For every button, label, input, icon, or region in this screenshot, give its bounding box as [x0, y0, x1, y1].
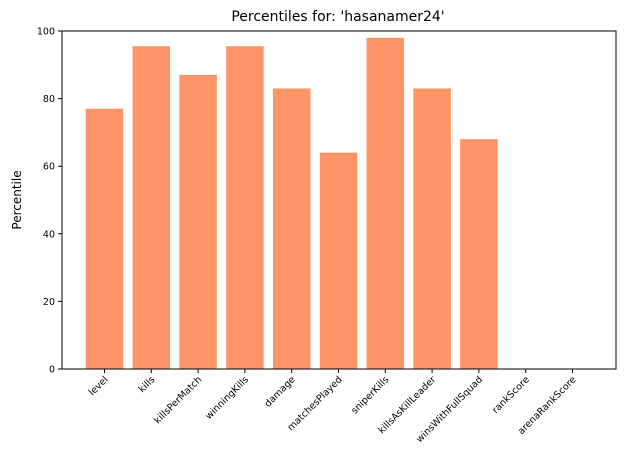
y-tick-label: 100	[37, 27, 55, 38]
bar-winsWithFullSquad	[460, 139, 498, 369]
y-tick-label: 80	[43, 94, 55, 105]
y-tick-label: 60	[43, 162, 55, 173]
x-tick-label: kills	[137, 374, 158, 395]
bar-killsAsKillLeader	[413, 88, 451, 370]
bar-killsPerMatch	[179, 74, 217, 369]
x-tick-label: rankScore	[490, 374, 532, 416]
y-tick-label: 20	[43, 297, 55, 308]
bar-level	[85, 108, 124, 370]
bar-damage	[272, 88, 311, 370]
x-tick-label: damage	[263, 374, 298, 409]
bar-winningKills	[226, 46, 264, 370]
chart-title: Percentiles for: 'hasanamer24'	[231, 9, 444, 25]
bars-group	[85, 37, 498, 370]
y-tick-label: 0	[49, 365, 55, 376]
bar-matchesPlayed	[319, 152, 358, 369]
x-tick-label: winningKills	[203, 374, 251, 422]
bar-kills	[132, 46, 171, 370]
bar-sniperKills	[366, 37, 405, 369]
x-tick-label: sniperKills	[349, 374, 391, 416]
plot-frame	[61, 30, 617, 370]
y-axis-ticks: 0 20 40 60 80 100	[37, 27, 62, 376]
x-tick-label: level	[87, 374, 111, 398]
y-axis-label: Percentile	[10, 170, 24, 229]
y-tick-label: 40	[43, 229, 55, 240]
x-tick-label: killsPerMatch	[152, 374, 204, 426]
